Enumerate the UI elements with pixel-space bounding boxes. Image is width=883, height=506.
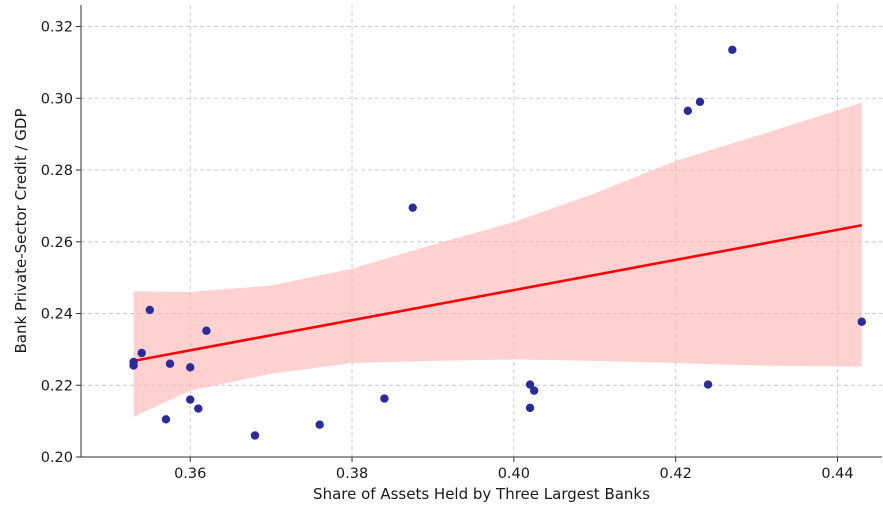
data-point	[186, 395, 195, 404]
data-point	[315, 420, 324, 429]
data-point	[857, 317, 866, 326]
data-point	[137, 348, 146, 358]
data-point	[525, 380, 535, 389]
x-tick-label: 0.42	[660, 466, 692, 482]
data-points	[129, 45, 866, 440]
y-tick-label: 0.26	[41, 235, 73, 251]
data-point	[525, 403, 535, 413]
y-tick-label: 0.22	[41, 378, 73, 394]
data-point	[165, 359, 175, 368]
y-tick-label: 0.30	[41, 91, 73, 107]
x-tick-label: 0.44	[821, 466, 853, 482]
data-point	[186, 363, 195, 372]
regression-line	[133, 223, 863, 363]
data-point	[728, 45, 737, 55]
data-point	[683, 106, 693, 116]
data-point	[194, 404, 203, 413]
x-tick-label: 0.40	[498, 466, 530, 482]
data-point	[202, 326, 211, 335]
x-tick-label: 0.36	[174, 466, 206, 482]
y-tick-label: 0.28	[41, 163, 73, 179]
y-axis-ticks: 0.20 0.22 0.24 0.26 0.28 0.30 0.32	[41, 20, 81, 466]
y-tick-label: 0.20	[41, 450, 73, 466]
confidence-band	[133, 102, 862, 417]
data-point	[695, 97, 705, 107]
data-point	[145, 305, 154, 315]
data-point	[408, 203, 417, 212]
data-point	[250, 431, 260, 440]
y-axis-title: Bank Private-Sector Credit / GDP	[12, 108, 30, 353]
data-point	[161, 415, 171, 424]
x-axis-ticks: 0.36 0.38 0.40 0.42 0.44	[174, 457, 854, 482]
y-tick-label: 0.32	[41, 20, 73, 36]
data-point	[380, 394, 389, 403]
y-tick-label: 0.24	[41, 307, 73, 323]
x-axis-title: Share of Assets Held by Three Largest Ba…	[313, 485, 650, 503]
data-point	[529, 386, 539, 395]
data-point	[703, 380, 713, 389]
data-point	[129, 357, 138, 367]
x-tick-label: 0.38	[336, 466, 368, 482]
